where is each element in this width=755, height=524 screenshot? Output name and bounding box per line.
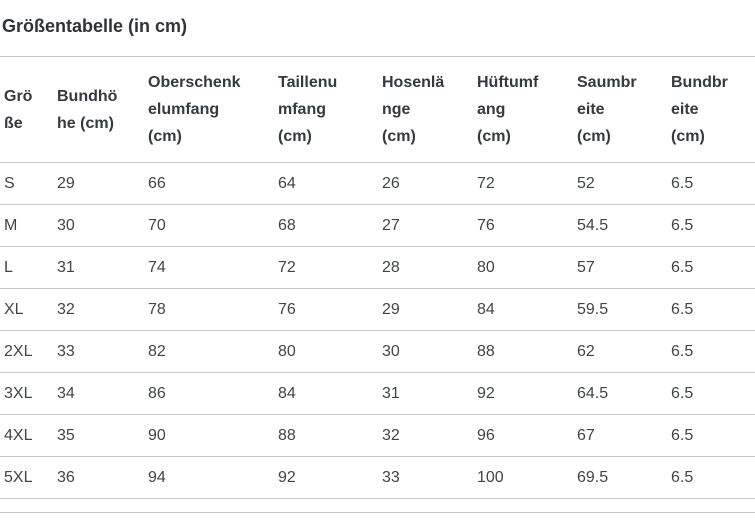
value-cell: 86 [144,372,274,415]
value-cell: 80 [473,246,573,289]
size-row-3xl: 3XL 34 86 84 31 92 64.5 6.5 [0,372,755,415]
size-row-2xl: 2XL 33 82 80 30 88 62 6.5 [0,330,755,373]
value-cell: 6.5 [667,246,755,289]
value-cell: 74 [144,246,274,289]
value-cell: 62 [573,330,667,373]
value-cell: 84 [473,288,573,331]
value-cell: 6.5 [667,162,755,205]
value-cell: 31 [53,246,144,289]
size-cell: 5XL [0,456,53,499]
value-cell: 33 [53,330,144,373]
value-cell: 94 [144,456,274,499]
size-cell: M [0,204,53,247]
value-cell: 36 [53,456,144,499]
size-row-5xl: 5XL 36 94 92 33 100 69.5 6.5 [0,456,755,499]
size-cell: 3XL [0,372,53,415]
value-cell: 6.5 [667,288,755,331]
column-header-bundbreite: Bundbr eite (cm) [667,56,755,163]
value-cell: 31 [378,372,473,415]
value-cell: 64.5 [573,372,667,415]
value-cell: 68 [274,204,378,247]
value-cell: 35 [53,414,144,457]
value-cell: 28 [378,246,473,289]
value-cell: 30 [378,330,473,373]
value-cell: 69.5 [573,456,667,499]
value-cell: 33 [378,456,473,499]
value-cell: 67 [573,414,667,457]
value-cell: 6.5 [667,330,755,373]
value-cell: 92 [473,372,573,415]
value-cell: 54.5 [573,204,667,247]
value-cell: 30 [53,204,144,247]
value-cell: 92 [274,456,378,499]
size-cell: S [0,162,53,205]
value-cell: 32 [53,288,144,331]
size-cell: 4XL [0,414,53,457]
value-cell: 96 [473,414,573,457]
size-chart-page: Größentabelle (in cm) Grö ße Bundhö he (… [0,12,755,513]
column-header-hosenlaenge: Hosenlä nge (cm) [378,56,473,163]
value-cell: 70 [144,204,274,247]
value-cell: 6.5 [667,204,755,247]
value-cell: 76 [473,204,573,247]
value-cell: 76 [274,288,378,331]
column-header-hueftumfang: Hüftumf ang (cm) [473,56,573,163]
column-header-groesse: Grö ße [0,56,53,163]
value-cell: 6.5 [667,372,755,415]
column-header-bundhoehe: Bundhö he (cm) [53,56,144,163]
value-cell: 88 [274,414,378,457]
value-cell: 6.5 [667,456,755,499]
bottom-divider [0,499,755,513]
value-cell: 90 [144,414,274,457]
size-row-4xl: 4XL 35 90 88 32 96 67 6.5 [0,414,755,457]
column-header-oberschenkelumfang: Oberschenk elumfang (cm) [144,56,274,163]
size-row-m: M 30 70 68 27 76 54.5 6.5 [0,204,755,247]
value-cell: 59.5 [573,288,667,331]
size-table-header: Grö ße Bundhö he (cm) Oberschenk elumfan… [0,56,755,163]
size-row-l: L 31 74 72 28 80 57 6.5 [0,246,755,289]
value-cell: 29 [53,162,144,205]
value-cell: 84 [274,372,378,415]
size-row-s: S 29 66 64 26 72 52 6.5 [0,162,755,205]
value-cell: 29 [378,288,473,331]
value-cell: 27 [378,204,473,247]
value-cell: 32 [378,414,473,457]
value-cell: 72 [473,162,573,205]
value-cell: 82 [144,330,274,373]
value-cell: 80 [274,330,378,373]
page-title: Größentabelle (in cm) [2,16,188,36]
size-row-xl: XL 32 78 76 29 84 59.5 6.5 [0,288,755,331]
value-cell: 66 [144,162,274,205]
header-row: Grö ße Bundhö he (cm) Oberschenk elumfan… [0,56,755,163]
value-cell: 72 [274,246,378,289]
value-cell: 34 [53,372,144,415]
size-table: Grö ße Bundhö he (cm) Oberschenk elumfan… [0,56,755,499]
value-cell: 78 [144,288,274,331]
value-cell: 57 [573,246,667,289]
value-cell: 6.5 [667,414,755,457]
value-cell: 88 [473,330,573,373]
size-cell: XL [0,288,53,331]
value-cell: 52 [573,162,667,205]
size-cell: 2XL [0,330,53,373]
value-cell: 26 [378,162,473,205]
column-header-taillenumfang: Taillenu mfang (cm) [274,56,378,163]
size-cell: L [0,246,53,289]
size-table-body: S 29 66 64 26 72 52 6.5 M 30 70 68 27 76… [0,162,755,499]
value-cell: 64 [274,162,378,205]
value-cell: 100 [473,456,573,499]
column-header-saumbreite: Saumbr eite (cm) [573,56,667,163]
